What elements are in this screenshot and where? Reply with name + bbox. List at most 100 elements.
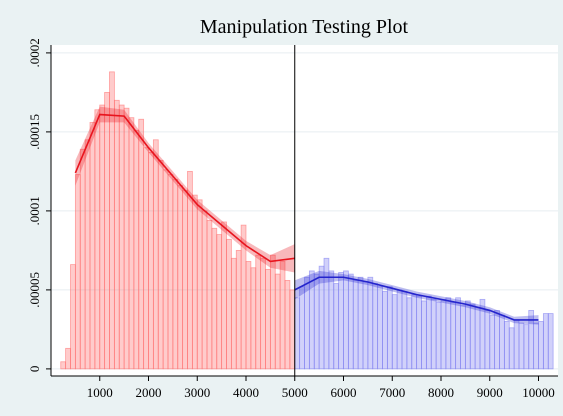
histogram-bar [464, 300, 471, 370]
histogram-bar [513, 319, 520, 370]
histogram-bar [128, 117, 135, 370]
histogram-bar [450, 302, 457, 370]
histogram-bar [338, 272, 344, 370]
histogram-bar [372, 283, 379, 370]
histogram-bar [99, 104, 106, 370]
histogram-bar [138, 118, 145, 370]
x-tick-label: 7000 [379, 385, 405, 400]
y-tick-label: .0001 [27, 196, 42, 225]
histogram-bar [245, 261, 252, 370]
histogram-bar [421, 300, 427, 370]
histogram-bar [542, 313, 549, 370]
histogram-bar [416, 295, 422, 370]
histogram-bar [284, 280, 291, 370]
x-tick-label: 10000 [522, 385, 555, 400]
histogram-bar [352, 280, 359, 370]
histogram-bar [269, 254, 276, 370]
histogram-bar [377, 286, 383, 370]
histogram-bar [182, 189, 188, 370]
histogram-bar [547, 313, 554, 370]
histogram-bar [226, 238, 232, 370]
x-tick-label: 4000 [233, 385, 259, 400]
histogram-bar [230, 257, 237, 370]
histogram-bar [118, 104, 125, 370]
histogram-bar [333, 283, 340, 370]
x-tick-label: 1000 [87, 385, 113, 400]
histogram-bar [143, 147, 149, 370]
histogram-bar [503, 321, 510, 370]
histogram-bar [347, 273, 354, 370]
histogram-bar [152, 139, 159, 370]
histogram-bar [289, 289, 296, 370]
histogram-bar [89, 122, 96, 370]
histogram-bar [367, 276, 374, 370]
histogram-bar [445, 297, 452, 370]
histogram-bar [191, 194, 198, 370]
histogram-bar [538, 321, 544, 370]
histogram-bar [328, 270, 335, 370]
histogram-bar [211, 227, 218, 370]
histogram-bar [206, 219, 213, 370]
histogram-bar [299, 286, 305, 370]
histogram-bar [406, 297, 413, 370]
histogram-bar [70, 264, 76, 370]
y-tick-label: 0 [27, 366, 42, 373]
histogram-bar [94, 109, 101, 370]
histogram-bar [167, 174, 174, 370]
histogram-bar [425, 295, 432, 370]
x-tick-label: 9000 [477, 385, 503, 400]
histogram-bar [265, 268, 271, 370]
histogram-bar [123, 107, 130, 370]
histogram-bar [474, 306, 481, 370]
histogram-bar [518, 322, 525, 370]
histogram-bar [279, 261, 286, 370]
histogram-bar [74, 174, 81, 370]
histogram-bar [79, 148, 86, 370]
x-tick-label: 3000 [184, 385, 210, 400]
histogram-bar [274, 273, 281, 370]
histogram-bar [294, 297, 301, 370]
histogram-bar [250, 267, 257, 370]
confidence-band [294, 270, 539, 325]
x-tick-label: 5000 [282, 385, 308, 400]
histogram-bar [533, 322, 539, 370]
histogram-bar [508, 327, 515, 370]
histogram-bar [113, 99, 120, 370]
histogram-bar [65, 347, 71, 370]
histogram-bar [396, 289, 403, 370]
histogram-bar [430, 298, 437, 370]
x-tick-label: 8000 [428, 385, 454, 400]
histogram-bar [177, 185, 184, 370]
histogram-bar [84, 139, 91, 370]
histogram-bar [523, 324, 530, 370]
histogram-bar [401, 291, 408, 370]
histogram-bar [133, 129, 140, 370]
fit-line [294, 276, 539, 321]
histogram-bar [104, 91, 110, 370]
histogram-bar [260, 257, 266, 370]
histogram-bar [411, 294, 418, 370]
y-tick-label: .00005 [27, 272, 42, 308]
histogram-bar [435, 302, 442, 370]
histogram-bar [60, 361, 67, 370]
histogram-bar [494, 310, 500, 370]
histogram-bar [201, 210, 208, 370]
histogram-bar [148, 152, 154, 370]
x-tick-label: 2000 [136, 385, 162, 400]
histogram-bar [172, 178, 179, 370]
chart-title: Manipulation Testing Plot [200, 16, 409, 38]
histogram-bar [157, 159, 164, 370]
histogram-bar [196, 199, 203, 370]
histogram-bar [357, 276, 364, 370]
histogram-bar [460, 305, 466, 370]
histogram-bar [162, 169, 169, 370]
histogram-bar [386, 286, 393, 370]
histogram-bar [255, 254, 262, 370]
histogram-bar [382, 291, 388, 370]
histogram-bar [216, 234, 223, 370]
histogram-bar [489, 314, 496, 370]
histogram-bar [362, 281, 369, 370]
y-tick-label: .0002 [27, 38, 42, 67]
